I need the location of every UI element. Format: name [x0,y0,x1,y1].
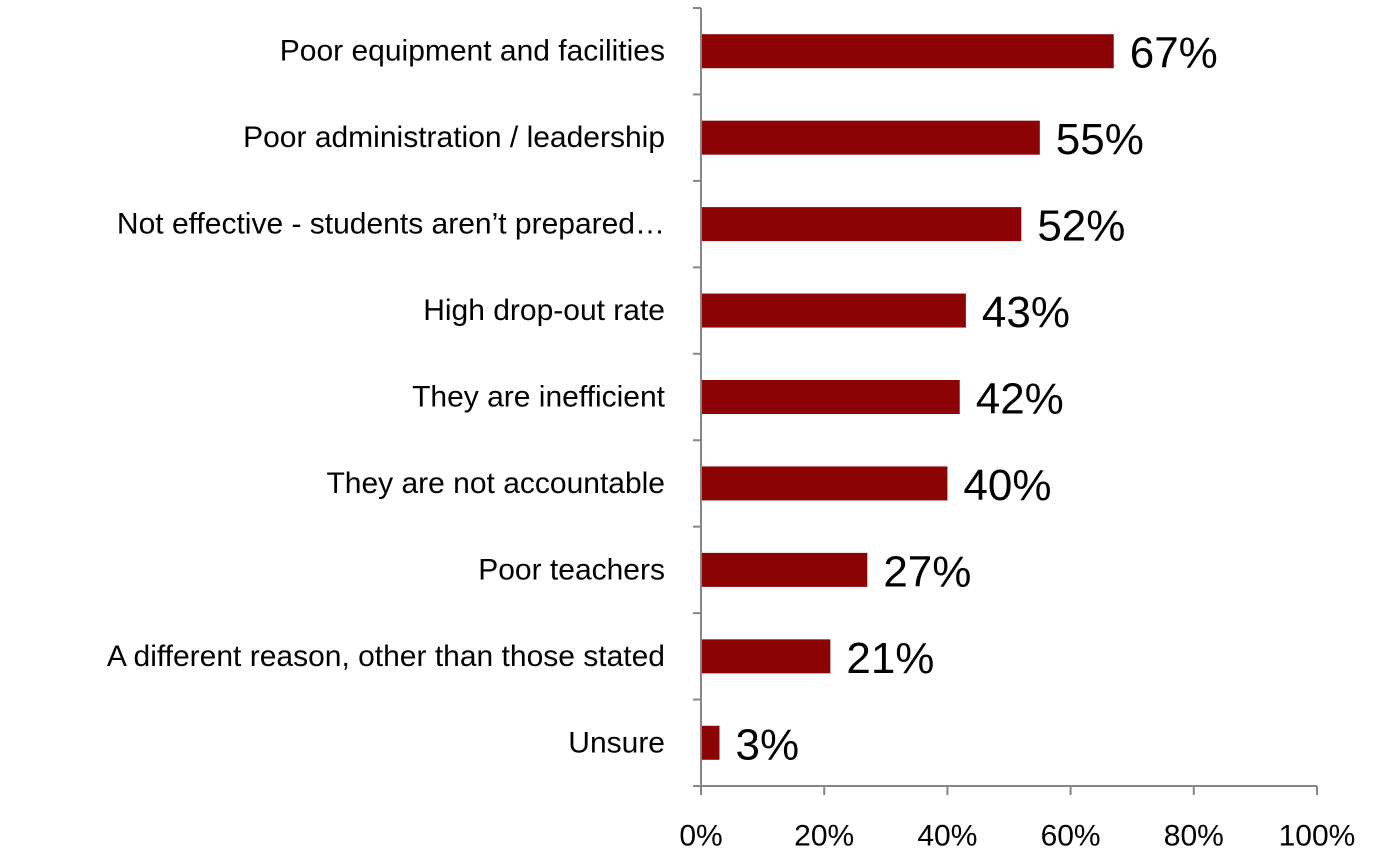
data-label: 42% [976,375,1064,424]
data-label: 67% [1130,29,1218,78]
bar [702,34,1114,69]
bar [702,552,868,587]
category-label: Unsure [568,726,665,759]
x-tick-label: 80% [1164,820,1224,851]
x-tick-label: 0% [679,820,722,851]
bar [702,725,720,760]
category-label: Poor equipment and facilities [280,35,665,68]
labels-layer: Poor equipment and facilities 67% Poor adm… [107,29,1218,770]
data-label: 3% [735,720,799,769]
x-tick-label: 20% [794,820,854,851]
bars-layer [702,34,1114,760]
category-label: A different reason, other than those sta… [107,640,665,673]
category-label: Not effective - students aren’t prepared… [117,208,665,241]
bar [702,293,966,328]
x-tick-label: 100% [1279,820,1356,851]
x-tick-label: 60% [1041,820,1101,851]
bar [702,639,831,674]
category-label: They are inefficient [412,381,666,414]
category-label: High drop-out rate [423,294,665,327]
data-label: 27% [883,547,971,596]
category-label: They are not accountable [326,467,665,500]
bar [702,207,1022,242]
data-label: 52% [1037,202,1125,251]
x-tick-label: 40% [917,820,977,851]
data-label: 40% [963,461,1051,510]
bar [702,120,1040,155]
category-label: Poor administration / leadership [243,121,665,154]
data-label: 21% [846,634,934,683]
axis-layer: 0% 20% 40% 60% 80% 100% [679,7,1356,851]
data-label: 43% [982,288,1070,337]
bar [702,466,948,501]
category-label: Poor teachers [478,553,665,586]
bar [702,380,960,414]
data-label: 55% [1056,115,1144,164]
